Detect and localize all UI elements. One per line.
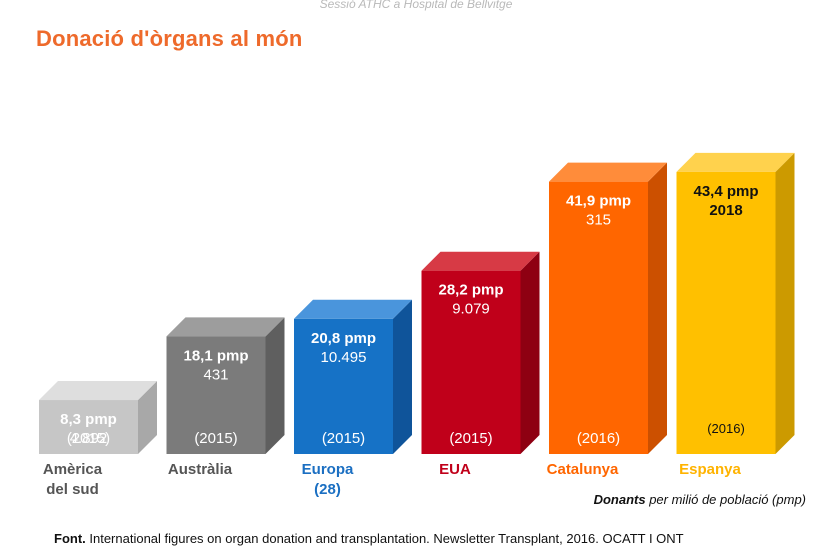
source-rest: International figures on organ donation …: [85, 531, 684, 546]
bar-top: [549, 162, 667, 182]
bar-2: [166, 336, 266, 454]
category-label: del sud: [46, 481, 99, 498]
caption-bold: Donants: [593, 492, 646, 507]
bar-donors-label: 2018: [709, 202, 742, 219]
chart-caption: Donants per milió de població (pmp): [594, 492, 806, 507]
bar-year-label: (2015): [449, 430, 492, 447]
header-note: Sessió ATHC a Hospital de Bellvitge: [319, 0, 513, 11]
bar-value-label: 8,3 pmp: [60, 411, 117, 428]
category-label: EUA: [439, 461, 471, 478]
bar-year-label: (2016): [707, 421, 745, 436]
bar-4: [421, 270, 521, 454]
category-label: Austràlia: [168, 461, 233, 478]
bar-donors-label: 9.079: [452, 301, 490, 318]
category-label: Amèrica: [43, 461, 103, 478]
caption-rest: per milió de població (pmp): [645, 492, 806, 507]
source-note: Font. International figures on organ don…: [54, 531, 684, 546]
bar-top: [421, 251, 540, 271]
bar-1: [39, 400, 138, 454]
source-bold: Font.: [54, 531, 86, 546]
bar-3: [294, 318, 393, 454]
category-label: Europa: [302, 461, 354, 478]
bar-side: [138, 381, 157, 454]
bar-side: [265, 317, 285, 454]
bar-5: [549, 181, 648, 454]
bar-top: [166, 317, 285, 337]
bar-value-label: 43,4 pmp: [693, 183, 758, 200]
bar-side: [520, 251, 540, 454]
bar-6: [676, 171, 776, 454]
category-label: Espanya: [679, 461, 741, 478]
category-label: (28): [314, 481, 341, 498]
bar-donors-label: 10.495: [321, 349, 367, 366]
bar-value-label: 20,8 pmp: [311, 330, 376, 347]
category-label: Catalunya: [547, 461, 619, 478]
page-title: Donació d'òrgans al món: [36, 26, 303, 51]
bar-value-label: 18,1 pmp: [183, 347, 248, 364]
bar-top: [294, 299, 412, 319]
bar-donors-label: 4.892: [70, 430, 108, 447]
bar-donors-label: 315: [586, 212, 611, 229]
bar-top: [39, 381, 157, 401]
bar-top: [676, 152, 795, 172]
bar-side: [775, 152, 795, 454]
bar-side: [648, 162, 667, 454]
bar-year-label: (2015): [322, 430, 365, 447]
bar-year-label: (2015): [194, 430, 237, 447]
bar-side: [393, 299, 412, 454]
bar-donors-label: 431: [203, 366, 228, 383]
bar-value-label: 41,9 pmp: [566, 193, 631, 210]
bar-year-label: (2016): [577, 430, 620, 447]
bar-year-label: (2015): [67, 430, 110, 447]
bar-value-label: 28,2 pmp: [438, 282, 503, 299]
